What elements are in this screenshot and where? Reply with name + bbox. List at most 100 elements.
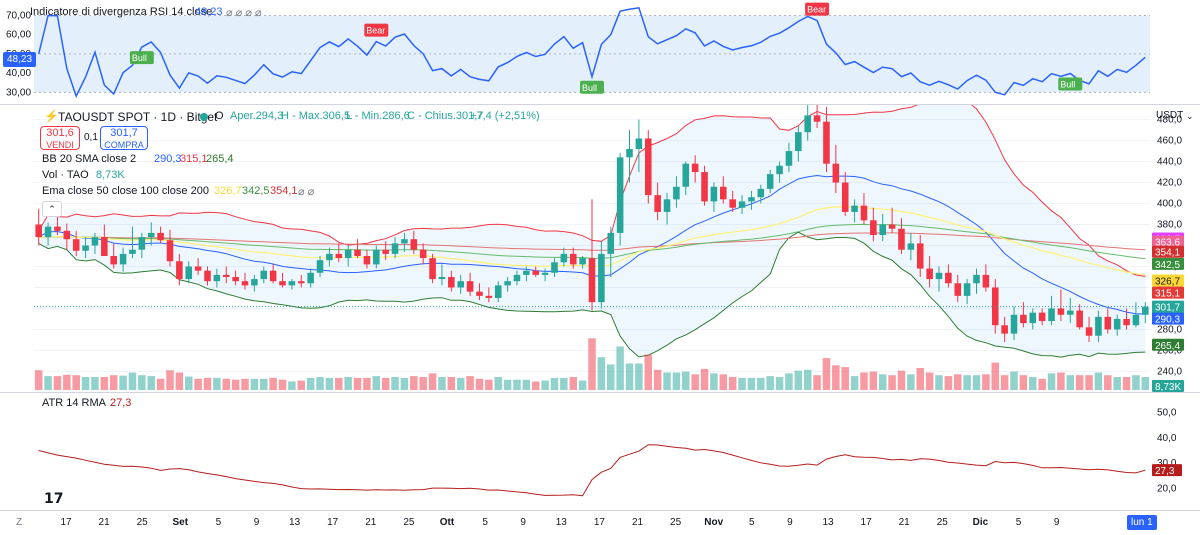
volume-bar [100, 377, 109, 390]
time-axis-tick: 9 [787, 517, 793, 528]
volume-bar [1113, 377, 1121, 390]
spread-value: 0,1 [84, 132, 98, 143]
candle-body [654, 195, 661, 212]
time-axis[interactable]: Z 17 21 25 Set 5 9 13 17 21 25 Ott 5 9 13 17 21 25 Nov 5 9 1… [0, 510, 1200, 535]
time-axis-tick: 5 [215, 517, 222, 528]
candle-body [401, 239, 408, 244]
candle-body [860, 205, 868, 221]
volume-bar [288, 381, 296, 390]
time-axis-tick: 25 [670, 517, 682, 528]
volume-bar [485, 379, 493, 390]
volume-bar [513, 379, 521, 390]
candle-body [288, 281, 296, 286]
tradingview-logo-icon[interactable]: 17 [44, 491, 64, 507]
rsi-bear-label [805, 2, 830, 16]
candle-body [879, 224, 887, 236]
symbol-logo-icon: ⚡ [44, 109, 59, 123]
ema-legend[interactable]: Ema close 50 close 100 close 200 [42, 185, 209, 197]
candle-body [297, 281, 305, 284]
candle-body [410, 239, 418, 250]
atr-panel: 50,0 40,0 30,0 20,0 27,3 ATR 14 RMA 27,3 17 [0, 393, 1200, 510]
volume-bar [832, 365, 840, 390]
candle-body [644, 138, 652, 196]
volume-bar [794, 370, 803, 390]
volume-bar [757, 377, 765, 390]
candle-body [44, 226, 52, 238]
candle-body [841, 182, 849, 212]
volume-bar [166, 370, 174, 390]
volume-bar [231, 379, 240, 390]
candle-body [560, 253, 568, 263]
rsi-bull-label-text: Bull [582, 83, 597, 93]
ohlc-close: C - Chius.301,7 [407, 110, 484, 122]
candle-body [916, 243, 924, 269]
buy-label: COMPRA [104, 140, 144, 150]
volume-bar [213, 377, 221, 390]
candle-body [185, 266, 193, 280]
buy-button[interactable]: 301,7 COMPRA [100, 126, 148, 150]
volume-bar [700, 368, 709, 390]
time-axis-tick: Ott [439, 517, 455, 528]
price-badge-text: 342,5 [1155, 260, 1180, 271]
volume-bar [1038, 378, 1046, 390]
volume-bar [353, 377, 362, 390]
volume-bar [34, 370, 43, 390]
bb-legend[interactable]: BB 20 SMA close 2 [42, 153, 137, 165]
collapse-legend-button[interactable]: ⌃ [42, 201, 62, 217]
candle-body [457, 281, 464, 288]
atr-axis-tick: 30,0 [1157, 458, 1177, 469]
market-status-icon [200, 113, 208, 121]
time-axis-tick: Nov [704, 517, 724, 528]
volume-bar [1010, 371, 1018, 390]
currency-label[interactable]: USDT [1156, 110, 1184, 121]
ohlc-change: +7,4 (+2,51%) [470, 110, 540, 122]
candle-body [926, 268, 933, 280]
price-badge [1152, 312, 1184, 325]
candle-body [607, 232, 615, 254]
ema-extras: ⌀ ⌀ [298, 186, 315, 198]
candle-body [35, 224, 42, 238]
atr-plot[interactable]: 50,0 40,0 30,0 20,0 27,3 [0, 393, 1200, 510]
volume-bar [578, 380, 587, 390]
zoom-icon[interactable]: Z [16, 517, 23, 528]
ohlc-low: L - Min.286,6 [346, 110, 410, 122]
volume-bar [822, 358, 831, 390]
currency-chevron-icon[interactable]: ⌄ [1186, 111, 1194, 121]
symbol-title[interactable]: TAOUSDT SPOT · 1D · Bitget [58, 110, 218, 124]
price-plot[interactable]: 480,0460,0440,0420,0400,0380,0360,0340,0… [0, 105, 1200, 392]
volume-bar [325, 377, 334, 390]
candle-body [701, 172, 708, 202]
candle-body [129, 249, 136, 254]
time-axis-tick: 25 [136, 517, 148, 528]
date-range-chip[interactable]: lun 1 [1127, 515, 1157, 530]
volume-bar [588, 338, 596, 390]
rsi-bear-label [364, 23, 389, 37]
candle-body [804, 115, 811, 133]
sell-button[interactable]: 301,6 VENDI [40, 126, 80, 150]
candle-body [429, 258, 436, 280]
volume-bar [738, 377, 746, 390]
candle-body [823, 121, 830, 164]
price-badge [1152, 245, 1184, 258]
candle-body [1057, 308, 1065, 315]
volume-bar [897, 370, 906, 390]
price-axis-tick: 420,0 [1157, 178, 1182, 189]
volume-bar [672, 372, 681, 390]
rsi-plot[interactable]: 70,0060,0050,0040,0030,00BullBearBullBea… [0, 0, 1200, 104]
candle-body [1123, 318, 1130, 326]
buy-price: 301,7 [110, 127, 138, 139]
rsi-panel: 70,0060,0050,0040,0030,00BullBearBullBea… [0, 0, 1200, 104]
ema100-value: 342,5 [242, 185, 270, 197]
candle-body [1104, 316, 1112, 330]
vol-legend[interactable]: Vol · TAO [42, 169, 89, 181]
volume-bar [428, 373, 437, 390]
volume-bar [653, 369, 662, 390]
volume-bar [841, 367, 849, 390]
volume-bar [81, 377, 90, 390]
time-axis-tick: 21 [98, 517, 110, 528]
time-axis-tick: 17 [860, 517, 872, 528]
candle-body [504, 281, 511, 286]
price-badge-text: 315,1 [1155, 289, 1180, 300]
price-badge [1152, 235, 1184, 248]
time-axis-tick: Dic [972, 517, 989, 528]
